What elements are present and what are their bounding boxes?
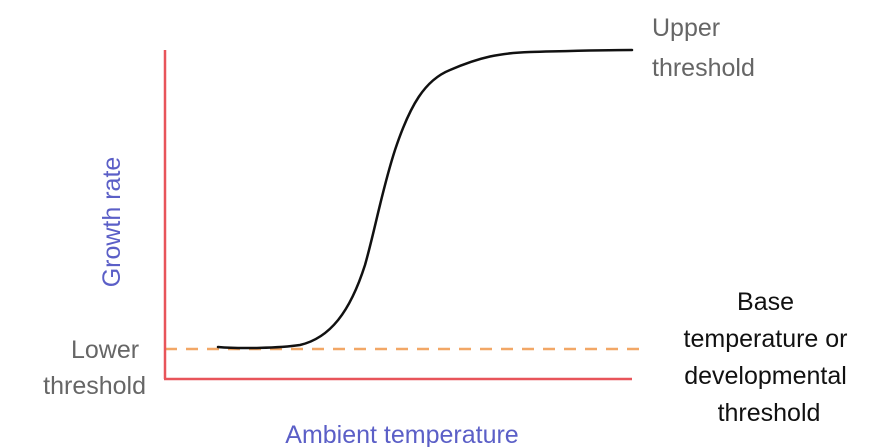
lower-threshold-line-2: threshold	[43, 372, 146, 400]
growth-curve	[216, 48, 634, 350]
base-temperature-line-4: threshold	[718, 399, 821, 427]
y-axis-label: Growth rate	[98, 157, 126, 288]
upper-threshold-label: Upper threshold	[652, 14, 755, 82]
x-axis-label: Ambient temperature	[285, 421, 518, 447]
base-temperature-label: Base temperature or developmental thresh…	[684, 288, 855, 427]
lower-threshold-label: Lower threshold	[43, 336, 146, 400]
lower-threshold-line-1: Lower	[71, 336, 139, 364]
base-temperature-line-3: developmental	[684, 362, 847, 390]
base-temperature-line-2: temperature or	[684, 325, 848, 353]
upper-threshold-line-2: threshold	[652, 54, 755, 82]
base-temperature-line-1: Base	[737, 288, 794, 316]
upper-threshold-line-1: Upper	[652, 14, 720, 42]
